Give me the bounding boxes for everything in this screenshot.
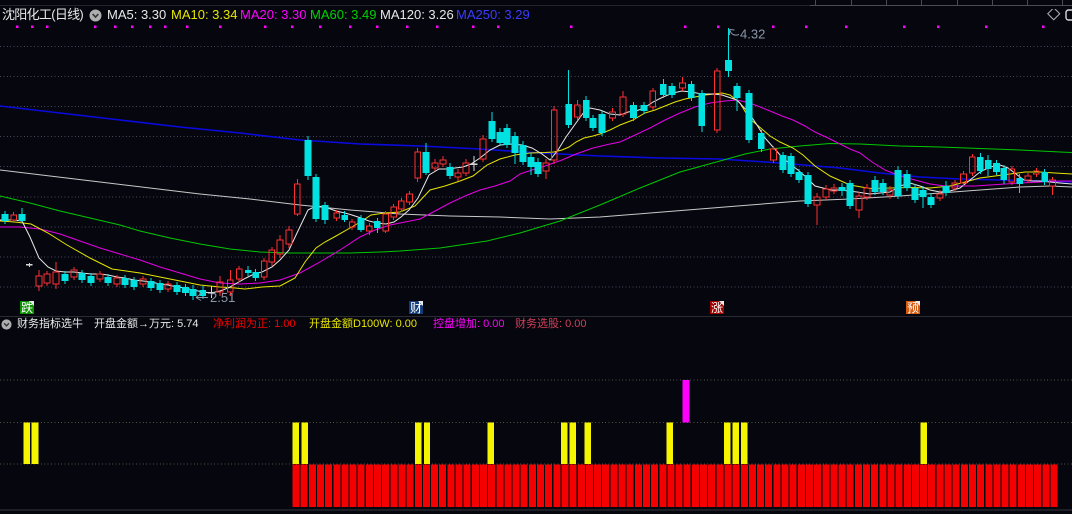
svg-text:4.32: 4.32 xyxy=(740,27,765,42)
svg-text:2.51: 2.51 xyxy=(210,290,235,305)
